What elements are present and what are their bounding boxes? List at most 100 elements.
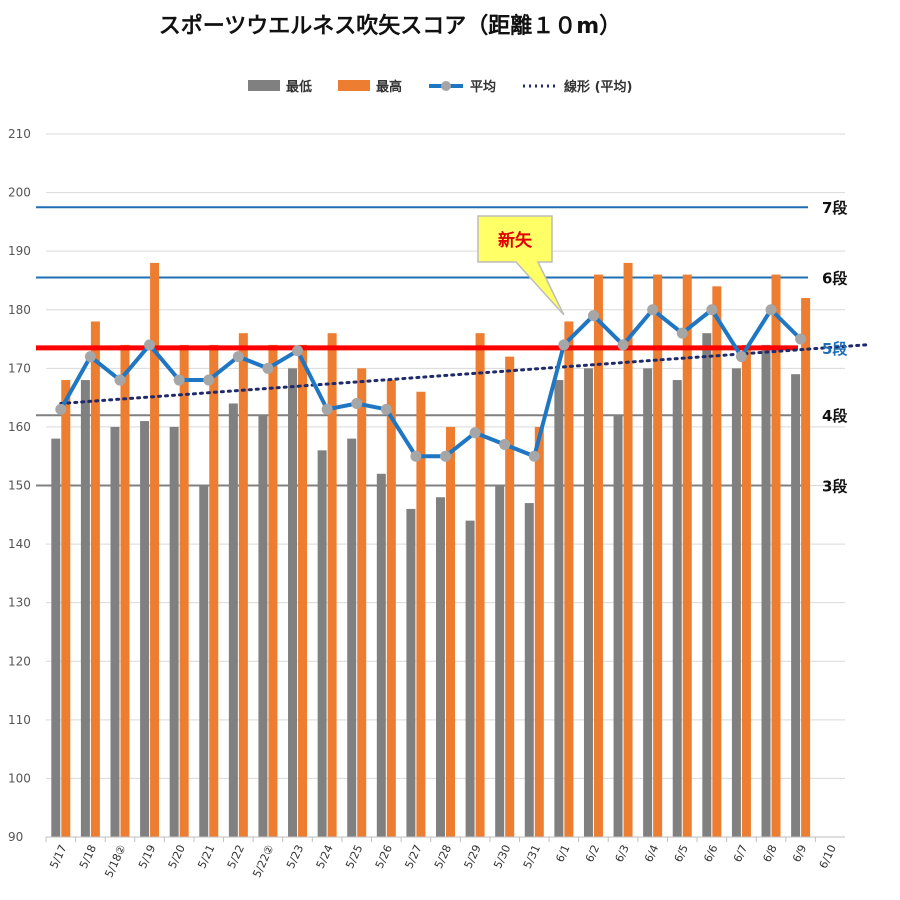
average-marker (203, 374, 215, 386)
y-tick-label: 140 (8, 537, 31, 551)
bar-min (495, 485, 505, 837)
callout-box (477, 215, 565, 316)
x-tick-label: 5/23 (284, 843, 306, 871)
x-tick-label: 5/22② (250, 843, 276, 880)
bar-min (376, 473, 386, 837)
bar-min (465, 520, 475, 837)
reference-label: 3段 (822, 478, 847, 496)
average-marker (321, 403, 333, 415)
x-tick-label: 5/29 (462, 843, 484, 871)
bar-min (406, 508, 416, 837)
y-tick-label: 120 (8, 654, 31, 668)
x-tick-label: 5/18② (102, 843, 128, 880)
legend-label-trend: 線形 (平均) (564, 80, 633, 95)
x-tick-label: 6/4 (642, 843, 661, 865)
x-tick-label: 5/18 (77, 843, 99, 871)
average-marker (706, 304, 718, 316)
legend-label-avg: 平均 (470, 80, 497, 95)
bar-min (169, 426, 179, 837)
average-marker (617, 339, 629, 351)
y-tick-label: 110 (8, 713, 31, 727)
average-marker (55, 403, 67, 415)
x-tick-label: 5/27 (402, 843, 424, 871)
x-tick-label: 5/26 (373, 843, 395, 871)
legend-item-avg: 平均 (428, 76, 496, 95)
average-marker (676, 327, 688, 339)
legend-swatch-min (248, 80, 280, 91)
bar-min (317, 450, 327, 837)
average-marker (735, 351, 747, 363)
x-tick-label: 5/20 (166, 843, 188, 871)
average-marker (440, 450, 451, 462)
bar-max (741, 344, 751, 837)
x-tick-label: 6/2 (583, 843, 602, 865)
legend-item-max: 最高 (338, 76, 402, 95)
y-tick-label: 170 (8, 361, 31, 375)
y-tick-label: 180 (8, 303, 31, 317)
bar-max (209, 344, 219, 837)
bar-min (731, 368, 741, 837)
average-marker (262, 362, 274, 374)
y-tick-label: 160 (8, 420, 31, 434)
average-marker (114, 374, 126, 386)
bar-max (801, 298, 811, 837)
bar-max (475, 333, 485, 837)
bar-min (436, 497, 445, 837)
x-tick-label: 6/8 (760, 843, 779, 865)
legend-item-min: 最低 (248, 76, 312, 95)
average-marker (380, 403, 392, 415)
y-tick-label: 200 (8, 186, 31, 200)
x-tick-label: 5/25 (343, 843, 365, 871)
x-tick-label: 6/10 (817, 843, 839, 871)
bar-max (61, 380, 71, 837)
bar-max (623, 262, 633, 838)
bar-min (51, 438, 61, 837)
legend-label-min: 最低 (286, 80, 313, 95)
average-marker (144, 339, 156, 351)
x-tick-label: 6/6 (701, 843, 720, 865)
x-tick-label: 5/21 (195, 843, 217, 871)
average-marker (173, 374, 185, 386)
y-tick-label: 100 (8, 771, 31, 785)
bar-max (534, 426, 544, 837)
average-marker (795, 333, 807, 345)
reference-label: 6段 (822, 270, 847, 288)
trendline (59, 343, 868, 405)
x-tick-label: 5/30 (491, 843, 513, 871)
bar-max (505, 356, 515, 837)
callout-label: 新矢 (498, 230, 533, 251)
bar-min (791, 374, 801, 837)
bar-min (347, 438, 357, 837)
bar-max (238, 333, 248, 837)
bar-min (228, 403, 238, 837)
average-marker (469, 427, 481, 439)
bar-min (672, 380, 682, 837)
bar-max (150, 262, 160, 838)
x-tick-label: 5/17 (47, 843, 69, 871)
bar-max (90, 321, 100, 837)
average-marker (232, 351, 244, 363)
bar-min (140, 421, 150, 837)
reference-label: 5段 (822, 340, 847, 358)
x-tick-label: 6/1 (553, 843, 572, 865)
bar-min (583, 368, 593, 837)
y-tick-label: 130 (8, 596, 31, 610)
average-marker (499, 438, 511, 450)
bar-min (702, 333, 712, 837)
reference-label: 4段 (822, 407, 847, 425)
y-tick-label: 210 (8, 127, 31, 141)
bar-min (761, 344, 771, 837)
legend: 最低 最高 平均 線形 (平均) (248, 76, 632, 95)
bar-max (298, 344, 308, 837)
average-marker (84, 351, 96, 363)
x-tick-label: 6/9 (790, 843, 809, 865)
legend-swatch-max (338, 80, 371, 91)
bar-max (386, 380, 396, 837)
bar-min (288, 368, 298, 837)
x-tick-label: 6/3 (613, 843, 632, 865)
y-tick-label: 90 (8, 830, 23, 844)
bar-min (80, 380, 90, 837)
legend-swatch-avg (429, 80, 464, 91)
bar-min (554, 380, 564, 837)
bar-min (524, 503, 534, 837)
